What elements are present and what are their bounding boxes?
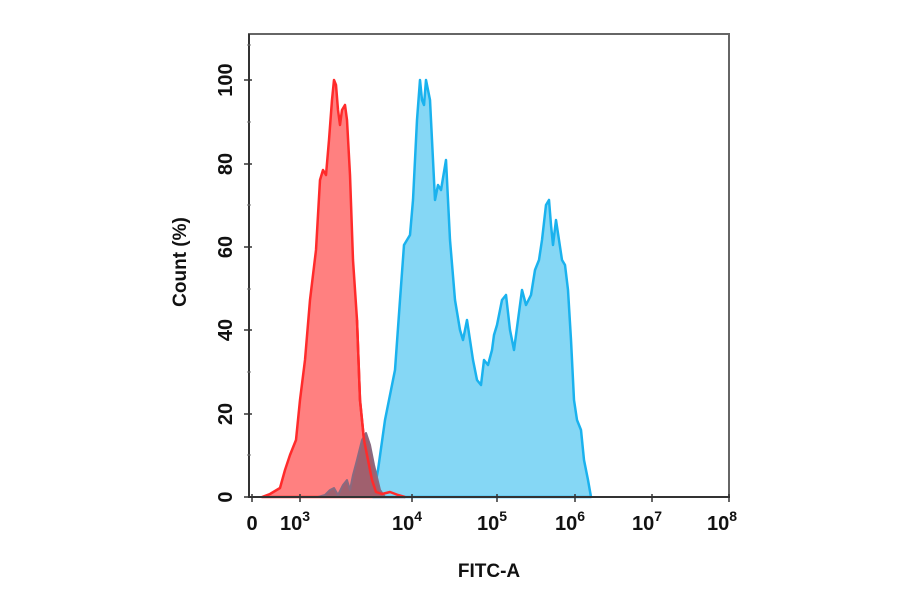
y-tick-0: 0 [215,491,237,502]
overlap-region [317,432,386,498]
x-tick-0: 0 [246,513,257,535]
y-tick-labels: 0 20 40 60 80 100 [215,63,237,502]
y-tick-20: 20 [215,403,237,425]
y-tick-60: 60 [215,236,237,258]
y-axis-title: Count (%) [170,217,191,307]
y-tick-80: 80 [215,153,237,175]
x-tick-1e3: 103 [280,508,310,535]
x-tick-labels: 0 103 104 105 106 107 108 [246,508,737,535]
x-axis-title: FITC-A [458,561,521,582]
y-minor-ticks [247,44,251,456]
x-ticks [251,494,730,502]
x-tick-1e6: 106 [555,508,585,535]
sample-histogram-area [371,78,593,499]
x-tick-1e8: 108 [707,508,737,535]
y-tick-100: 100 [215,63,237,96]
x-tick-1e7: 107 [632,508,662,535]
x-tick-1e5: 105 [477,508,507,535]
control-histogram-edge [355,319,406,499]
x-tick-1e4: 104 [392,508,422,535]
y-ticks [244,79,252,498]
y-tick-40: 40 [215,319,237,341]
